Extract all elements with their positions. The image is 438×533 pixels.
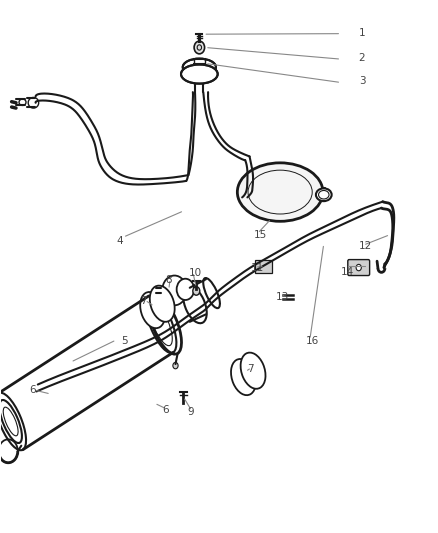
Ellipse shape bbox=[181, 64, 218, 84]
Ellipse shape bbox=[140, 292, 165, 328]
Text: 12: 12 bbox=[359, 241, 372, 251]
FancyBboxPatch shape bbox=[255, 260, 272, 273]
Circle shape bbox=[162, 276, 187, 305]
Text: 15: 15 bbox=[254, 230, 267, 240]
Text: 5: 5 bbox=[121, 336, 127, 346]
Ellipse shape bbox=[240, 353, 265, 389]
Ellipse shape bbox=[183, 286, 207, 323]
Text: 6: 6 bbox=[29, 385, 36, 395]
Ellipse shape bbox=[237, 163, 323, 221]
Text: 7: 7 bbox=[141, 296, 147, 306]
Circle shape bbox=[193, 287, 200, 295]
Ellipse shape bbox=[183, 59, 216, 76]
Ellipse shape bbox=[145, 295, 177, 353]
Text: 7: 7 bbox=[247, 364, 254, 374]
Text: 1: 1 bbox=[359, 28, 365, 38]
Text: 14: 14 bbox=[341, 267, 354, 277]
Ellipse shape bbox=[231, 359, 256, 395]
Text: 4: 4 bbox=[117, 236, 123, 246]
Text: 6: 6 bbox=[162, 405, 169, 415]
Circle shape bbox=[173, 362, 178, 369]
FancyBboxPatch shape bbox=[348, 260, 370, 276]
Ellipse shape bbox=[0, 400, 22, 443]
Ellipse shape bbox=[316, 188, 332, 201]
Text: 16: 16 bbox=[305, 336, 319, 346]
Text: 3: 3 bbox=[359, 77, 365, 86]
Ellipse shape bbox=[0, 393, 26, 450]
Text: 8: 8 bbox=[166, 275, 173, 285]
Text: 9: 9 bbox=[187, 407, 194, 417]
Ellipse shape bbox=[150, 286, 175, 322]
Circle shape bbox=[356, 264, 361, 271]
Text: 11: 11 bbox=[251, 263, 264, 273]
Circle shape bbox=[194, 41, 205, 54]
Text: 10: 10 bbox=[188, 268, 201, 278]
Ellipse shape bbox=[203, 278, 220, 308]
Text: 2: 2 bbox=[359, 53, 365, 63]
Text: 13: 13 bbox=[276, 292, 289, 302]
Circle shape bbox=[177, 279, 194, 300]
